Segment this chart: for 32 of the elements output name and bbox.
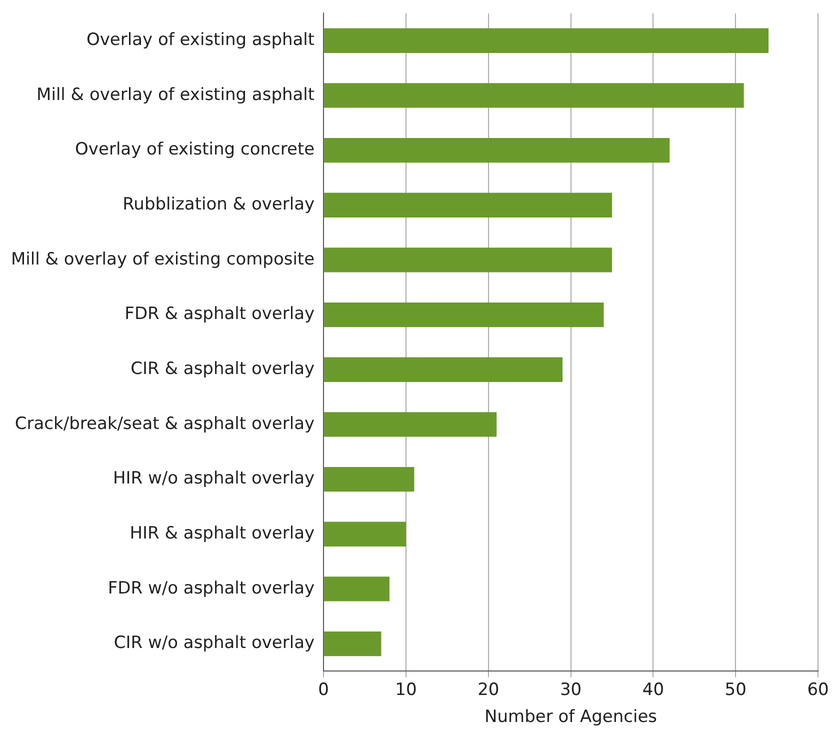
y-tick-label: CIR w/o asphalt overlay [114, 633, 315, 654]
bar [324, 248, 612, 272]
y-tick-label: FDR & asphalt overlay [124, 304, 315, 324]
bar [324, 631, 382, 656]
x-tick-label: 0 [318, 680, 329, 700]
bar [324, 138, 670, 163]
bar [324, 522, 406, 546]
y-tick-label: Overlay of existing asphalt [86, 30, 315, 50]
bar [324, 466, 414, 492]
bar [324, 576, 390, 602]
x-tick-label: 50 [724, 680, 746, 700]
y-tick-label: Mill & overlay of existing asphalt [36, 84, 315, 105]
bar [324, 28, 769, 53]
y-tick-label: Rubblization & overlay [122, 194, 315, 215]
y-tick-label: FDR w/o asphalt overlay [108, 578, 315, 598]
y-tick-label: HIR w/o asphalt overlay [112, 468, 315, 489]
x-tick-label: 30 [560, 680, 582, 700]
x-tick-label: 40 [642, 680, 664, 700]
bar [324, 412, 497, 437]
bar [324, 302, 604, 328]
y-tick-label: HIR & asphalt overlay [130, 524, 315, 544]
x-tick-label: 10 [395, 680, 417, 700]
y-tick-label: Mill & overlay of existing composite [10, 249, 315, 270]
y-tick-label: Crack/break/seat & asphalt overlay [14, 414, 315, 434]
y-tick-label: CIR & asphalt overlay [130, 359, 315, 380]
bar [324, 83, 744, 108]
x-tick-label: 60 [807, 680, 829, 700]
y-tick-label: Overlay of existing concrete [75, 140, 315, 160]
x-tick-label: 20 [478, 680, 500, 700]
x-axis-title: Number of Agencies [484, 707, 658, 728]
bar [324, 192, 612, 218]
bar [324, 357, 563, 382]
